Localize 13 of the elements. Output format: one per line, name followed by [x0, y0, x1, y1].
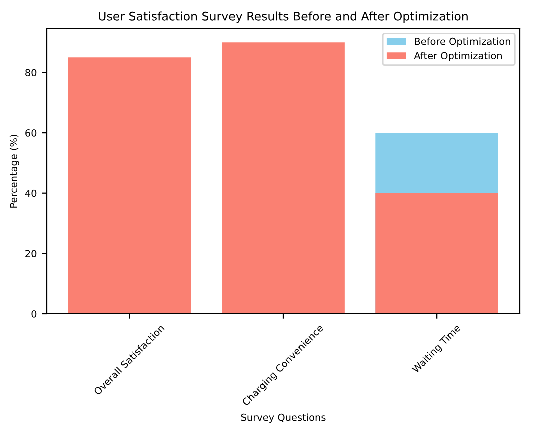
bar	[68, 58, 192, 314]
legend-label: Before Optimization	[415, 38, 510, 48]
y-axis-title: Percentage (%)	[10, 135, 20, 208]
chart-title: User Satisfaction Survey Results Before and After Optimization	[99, 12, 468, 24]
y-tick-label: 80	[26, 69, 37, 77]
y-tick-label: 60	[26, 130, 37, 137]
y-tick-label: 0	[32, 310, 37, 318]
legend-label: After Optimization	[414, 52, 502, 62]
y-tick-label: 20	[26, 250, 37, 258]
bar	[222, 42, 345, 314]
x-axis-title: Survey Questions	[241, 414, 326, 424]
y-tick-label: 40	[25, 190, 37, 198]
bar	[376, 193, 498, 314]
